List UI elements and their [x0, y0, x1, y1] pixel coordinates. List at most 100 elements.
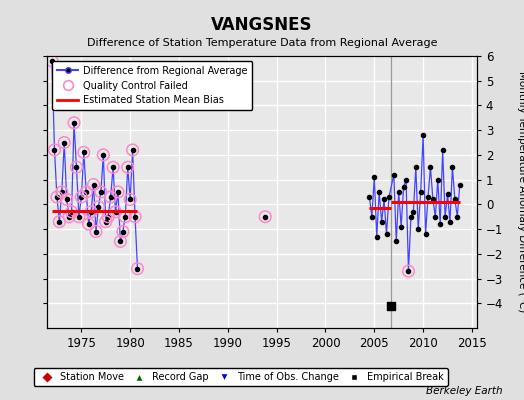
Point — [419, 132, 428, 138]
Point — [373, 233, 381, 240]
Point — [97, 189, 105, 195]
Point — [405, 268, 413, 274]
Point — [380, 196, 388, 203]
Point — [439, 147, 447, 153]
Point — [429, 196, 437, 203]
Point — [58, 189, 66, 195]
Point — [111, 208, 119, 215]
Point — [118, 228, 127, 235]
Point — [261, 214, 269, 220]
Point — [392, 238, 400, 245]
Point — [53, 194, 61, 200]
Point — [126, 196, 134, 203]
Point — [390, 172, 398, 178]
Point — [62, 196, 71, 203]
Point — [87, 208, 95, 215]
Point — [77, 194, 85, 200]
Point — [55, 218, 63, 225]
Point — [377, 218, 386, 225]
Point — [104, 214, 112, 220]
Point — [84, 221, 93, 227]
Point — [412, 164, 420, 170]
Point — [368, 214, 376, 220]
Point — [114, 189, 122, 195]
Point — [72, 164, 81, 170]
Point — [92, 228, 100, 235]
Point — [80, 149, 88, 156]
Point — [395, 189, 403, 195]
Point — [106, 194, 115, 200]
Point — [82, 189, 91, 195]
Point — [387, 302, 396, 309]
Point — [75, 214, 83, 220]
Text: Difference of Station Temperature Data from Regional Average: Difference of Station Temperature Data f… — [87, 38, 437, 48]
Point — [50, 147, 59, 153]
Point — [383, 231, 391, 237]
Point — [455, 181, 464, 188]
Point — [92, 228, 100, 235]
Point — [65, 214, 73, 220]
Point — [405, 268, 413, 274]
Point — [131, 214, 139, 220]
Point — [109, 164, 117, 170]
Point — [133, 266, 141, 272]
Point — [87, 208, 95, 215]
Point — [50, 147, 59, 153]
Point — [70, 120, 78, 126]
Point — [424, 194, 432, 200]
Point — [399, 184, 408, 190]
Point — [48, 58, 56, 64]
Point — [70, 120, 78, 126]
Point — [84, 221, 93, 227]
Point — [48, 58, 56, 64]
Text: Berkeley Earth: Berkeley Earth — [427, 386, 503, 396]
Point — [90, 181, 98, 188]
Point — [55, 218, 63, 225]
Point — [68, 208, 76, 215]
Point — [68, 208, 76, 215]
Point — [111, 208, 119, 215]
Point — [131, 214, 139, 220]
Point — [421, 231, 430, 237]
Point — [72, 164, 81, 170]
Point — [407, 214, 415, 220]
Point — [60, 139, 69, 146]
Point — [417, 189, 425, 195]
Point — [60, 139, 69, 146]
Point — [94, 204, 103, 210]
Point — [121, 214, 129, 220]
Point — [426, 164, 434, 170]
Point — [116, 238, 125, 245]
Point — [370, 174, 378, 180]
Point — [102, 218, 110, 225]
Point — [75, 214, 83, 220]
Point — [128, 147, 137, 153]
Point — [80, 149, 88, 156]
Point — [104, 214, 112, 220]
Legend: Station Move, Record Gap, Time of Obs. Change, Empirical Break: Station Move, Record Gap, Time of Obs. C… — [34, 368, 447, 386]
Point — [99, 152, 107, 158]
Point — [94, 204, 103, 210]
Point — [109, 164, 117, 170]
Point — [106, 194, 115, 200]
Point — [446, 218, 454, 225]
Point — [402, 176, 410, 183]
Point — [99, 152, 107, 158]
Point — [62, 196, 71, 203]
Point — [409, 208, 418, 215]
Point — [375, 189, 384, 195]
Y-axis label: Monthly Temperature Anomaly Difference (°C): Monthly Temperature Anomaly Difference (… — [517, 71, 524, 313]
Point — [116, 238, 125, 245]
Point — [102, 218, 110, 225]
Point — [58, 189, 66, 195]
Point — [261, 214, 269, 220]
Point — [128, 147, 137, 153]
Point — [397, 224, 406, 230]
Point — [126, 196, 134, 203]
Point — [448, 164, 456, 170]
Point — [82, 189, 91, 195]
Point — [90, 181, 98, 188]
Point — [433, 176, 442, 183]
Point — [441, 214, 449, 220]
Point — [385, 194, 393, 200]
